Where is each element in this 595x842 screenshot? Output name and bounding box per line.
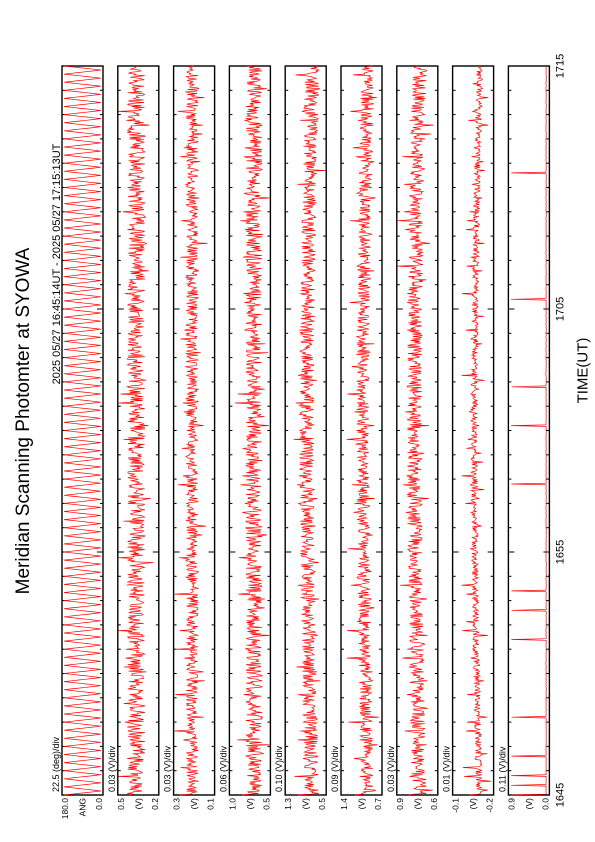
series-line-4	[235, 65, 270, 796]
y-tick-label: 0.7	[373, 798, 383, 810]
y-tick-label: 0.6	[429, 798, 439, 810]
series-line-9	[511, 65, 547, 796]
panel-1: 180.0 ANG 0.0 22.5 (deg)/div	[51, 65, 104, 820]
series-line-8	[461, 65, 492, 796]
y-tick-label: 0.2	[150, 798, 160, 810]
y-tick-label: 0.5	[261, 798, 271, 810]
panel-frame	[396, 65, 439, 796]
panel-2: 0.5 (V) 0.2 0.03 (V)/div	[107, 65, 160, 810]
y-tick-label: 0.9	[395, 798, 405, 810]
y-tick-label: 0.0	[94, 798, 104, 810]
panel-6: 1.4 (V) 0.7 0.09 (V)/div	[330, 65, 383, 810]
panel-frame	[451, 65, 495, 796]
chart-title: Meridian Scanning Photomter at SYOWA	[13, 247, 34, 594]
y-tick-label: -0.1	[451, 798, 461, 813]
series-line-7	[397, 65, 434, 796]
panel-3: 0.3 (V) 0.1 0.03 (V)/div	[163, 65, 216, 810]
series-line-2	[118, 65, 154, 796]
y-tick-label: 1.4	[339, 798, 349, 810]
scale-label: 0.03 (V)/div	[107, 745, 117, 792]
y-tick-label: 0.5	[116, 798, 126, 810]
y-unit-label: (V)	[133, 798, 143, 810]
panel-8: -0.1 (V) -0.2 0.01 (V)/div	[442, 65, 495, 813]
x-tick-label: 1715	[554, 54, 566, 78]
panel-4: 1.0 (V) 0.5 0.06 (V)/div	[218, 65, 272, 810]
y-tick-label: 0.9	[506, 798, 516, 810]
y-unit-label: (V)	[301, 798, 311, 810]
x-axis: 1645 1655 1705 1715 TIME(UT)	[554, 54, 591, 807]
x-tick-label: 1655	[554, 540, 566, 564]
chart-subtitle: 2025 05/27 16:45:14UT - 2025 05/27 17:15…	[51, 143, 63, 384]
panel-5: 1.3 (V) 0.5 0.10 (V)/div	[274, 65, 327, 810]
panel-9: 0.9 (V) 0.0 0.11 (V)/div	[497, 65, 551, 810]
y-tick-label: 0.0	[540, 798, 550, 810]
y-tick-label: 0.1	[206, 798, 216, 810]
panel-frame	[117, 65, 160, 796]
series-line-6	[346, 65, 380, 796]
scale-label: 0.01 (V)/div	[442, 745, 452, 792]
y-tick-label: 1.3	[283, 798, 293, 810]
panel-frame	[340, 65, 383, 796]
panel-7: 0.9 (V) 0.6 0.03 (V)/div	[386, 65, 439, 810]
y-unit-label: ANG	[78, 798, 88, 816]
y-tick-label: -0.2	[485, 798, 495, 813]
scale-label: 22.5 (deg)/div	[51, 736, 61, 792]
y-unit-label: (V)	[524, 798, 534, 810]
scale-label: 0.03 (V)/div	[163, 745, 173, 792]
series-line-3	[174, 65, 208, 796]
y-tick-label: 1.0	[227, 798, 237, 810]
panel-frame	[228, 65, 272, 796]
scale-label: 0.09 (V)/div	[330, 745, 340, 792]
y-unit-label: (V)	[189, 798, 199, 810]
y-unit-label: (V)	[412, 798, 422, 810]
y-tick-label: 180.0	[60, 798, 70, 820]
scale-label: 0.06 (V)/div	[218, 745, 228, 792]
x-tick-label: 1705	[554, 297, 566, 321]
y-tick-label: 0.3	[172, 798, 182, 810]
x-axis-label: TIME(UT)	[574, 338, 591, 404]
x-tick-label: 1645	[554, 783, 566, 807]
y-unit-label: (V)	[245, 798, 255, 810]
y-tick-label: 0.5	[317, 798, 327, 810]
series-line-1	[64, 65, 102, 796]
y-unit-label: (V)	[468, 798, 478, 810]
y-unit-label: (V)	[357, 798, 367, 810]
scale-label: 0.03 (V)/div	[386, 745, 396, 792]
series-line-5	[293, 65, 326, 796]
panel-frame	[507, 65, 551, 796]
scale-label: 0.10 (V)/div	[274, 745, 284, 792]
scale-label: 0.11 (V)/div	[497, 746, 507, 792]
panel-frame	[61, 65, 104, 796]
